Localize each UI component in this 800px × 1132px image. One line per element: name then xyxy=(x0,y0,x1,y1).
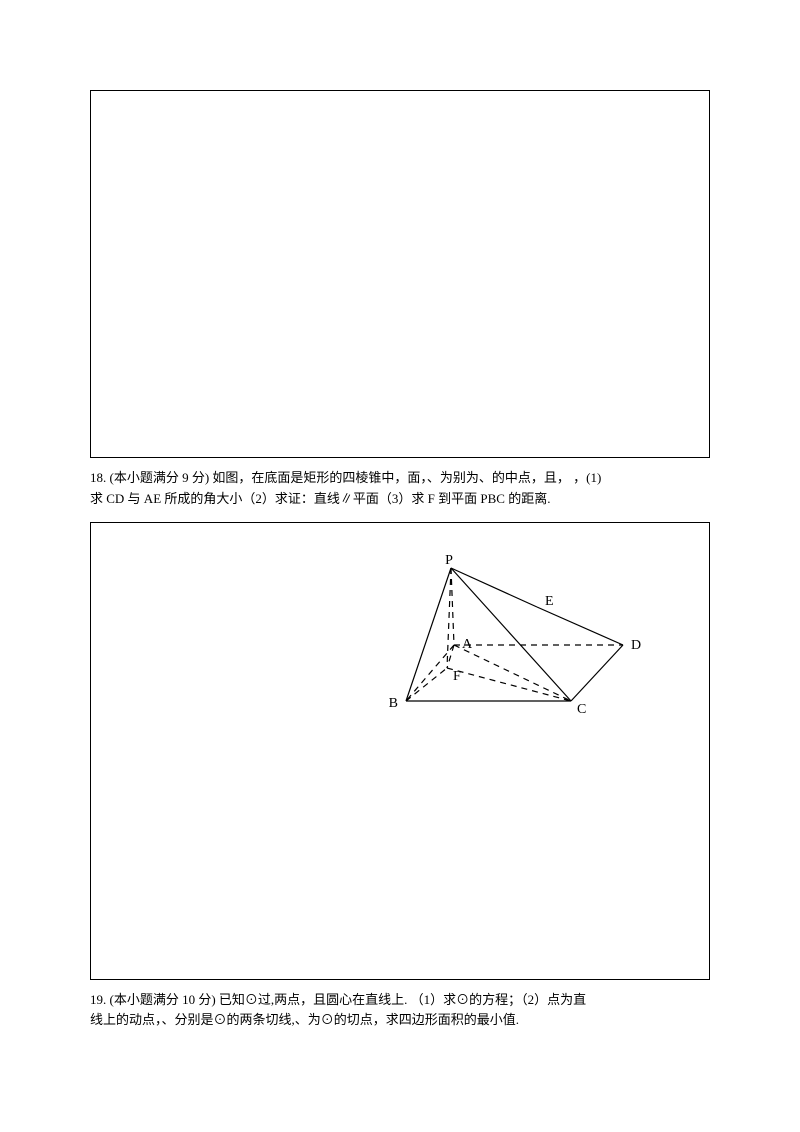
pyramid-diagram: P A B C D E F xyxy=(91,523,711,763)
problem-19: 19. (本小题满分 10 分) 已知⊙过,两点，且圆心在直线上. （1）求⊙的… xyxy=(90,990,710,1032)
edge-F-C xyxy=(447,668,571,701)
label-E: E xyxy=(545,594,554,609)
problem-19-line2: 线上的动点，、分别是⊙的两条切线,、为⊙的切点，求四边形面积的最小值. xyxy=(90,1012,519,1027)
edge-P-E xyxy=(451,568,537,607)
label-D: D xyxy=(631,638,641,653)
edge-E-D xyxy=(537,607,623,645)
label-C: C xyxy=(577,702,586,717)
edge-A-B xyxy=(406,645,454,701)
edge-C-D xyxy=(571,645,623,701)
label-P: P xyxy=(445,553,453,568)
label-A: A xyxy=(462,637,473,652)
problem-18-line1: 18. (本小题满分 9 分) 如图，在底面是矩形的四棱锥中，面，、为别为、的中… xyxy=(90,470,601,485)
answer-box-previous xyxy=(90,90,710,458)
answer-box-18: P A B C D E F xyxy=(90,522,710,980)
edge-A-C xyxy=(454,645,571,701)
edge-P-C xyxy=(451,568,571,701)
label-F: F xyxy=(453,669,461,684)
problem-19-line1: 19. (本小题满分 10 分) 已知⊙过,两点，且圆心在直线上. （1）求⊙的… xyxy=(90,992,586,1007)
edge-P-B xyxy=(406,568,451,701)
edge-P-A xyxy=(451,568,454,645)
label-B: B xyxy=(389,696,398,711)
edge-P-F xyxy=(447,568,451,668)
problem-18: 18. (本小题满分 9 分) 如图，在底面是矩形的四棱锥中，面，、为别为、的中… xyxy=(90,468,710,510)
problem-18-line2: 求 CD 与 AE 所成的角大小（2）求证：直线∥平面（3）求 F 到平面 PB… xyxy=(90,491,550,506)
